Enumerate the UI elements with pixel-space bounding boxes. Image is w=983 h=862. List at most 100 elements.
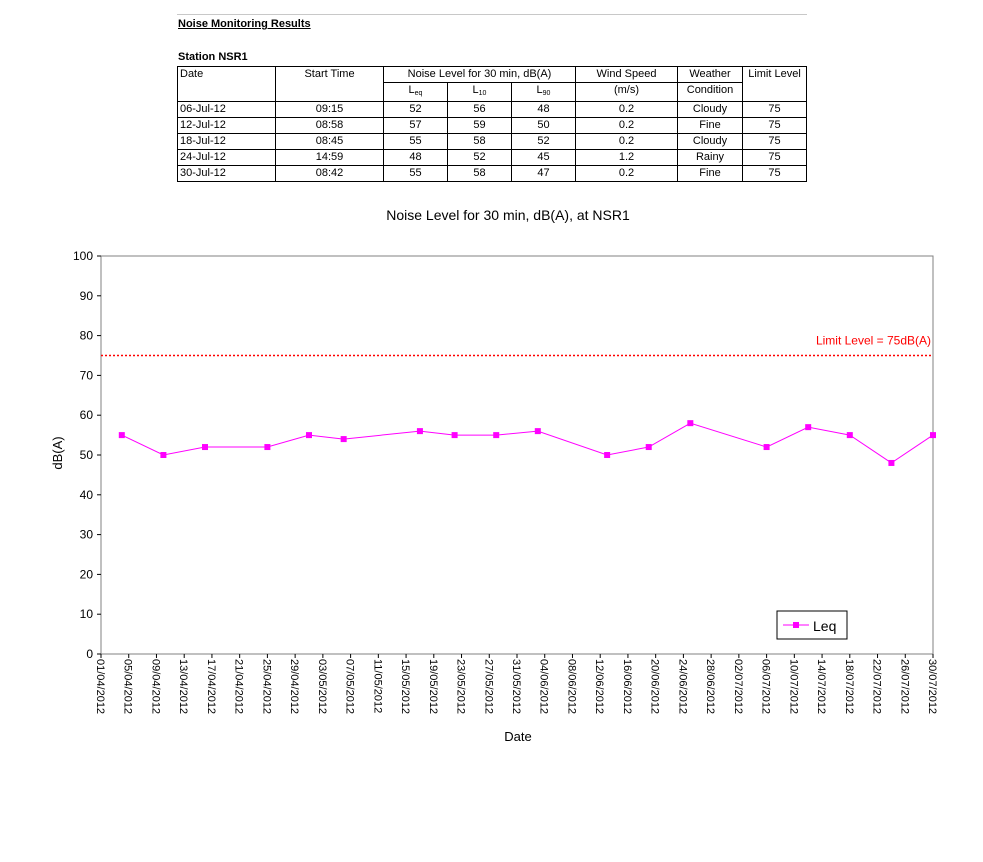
x-axis-label: Date xyxy=(504,729,531,744)
header-leq: Leq xyxy=(383,82,448,102)
data-point-leq xyxy=(805,424,812,431)
x-tick-label: 01/04/2012 xyxy=(94,659,106,714)
y-tick-label: 50 xyxy=(80,448,94,462)
cell-l10: 58 xyxy=(447,133,512,150)
x-tick-label: 22/07/2012 xyxy=(871,659,883,714)
cell-leq: 55 xyxy=(383,133,448,150)
data-point-leq xyxy=(763,444,770,451)
x-tick-label: 15/05/2012 xyxy=(399,659,411,714)
x-tick-label: 19/05/2012 xyxy=(427,659,439,714)
data-point-leq xyxy=(202,444,208,451)
x-tick-label: 14/07/2012 xyxy=(815,659,827,714)
cell-wind-speed: 1.2 xyxy=(575,149,678,166)
header-l90: L90 xyxy=(511,82,576,102)
x-tick-label: 06/07/2012 xyxy=(760,659,772,714)
cell-limit: 75 xyxy=(742,165,807,182)
cell-leq: 48 xyxy=(383,149,448,166)
x-tick-label: 28/06/2012 xyxy=(704,659,716,714)
table-row: 30-Jul-12 08:42 55 58 47 0.2 Fine 75 xyxy=(177,165,807,182)
x-tick-label: 20/06/2012 xyxy=(649,659,661,714)
cell-wind-speed: 0.2 xyxy=(575,117,678,134)
y-tick-label: 30 xyxy=(80,528,94,542)
cell-limit: 75 xyxy=(742,117,807,134)
x-tick-label: 03/05/2012 xyxy=(316,659,328,714)
chart-title: Noise Level for 30 min, dB(A), at NSR1 xyxy=(386,207,630,223)
plot-area xyxy=(100,255,934,655)
y-tick-label: 20 xyxy=(80,567,94,581)
table-row: 06-Jul-12 09:15 52 56 48 0.2 Cloudy 75 xyxy=(177,101,807,118)
x-tick-label: 02/07/2012 xyxy=(732,659,744,714)
cell-l90: 48 xyxy=(511,101,576,118)
header-start-time: Start Time xyxy=(275,66,384,102)
cell-wind-speed: 0.2 xyxy=(575,133,678,150)
x-tick-label: 17/04/2012 xyxy=(205,659,217,714)
cell-l90: 50 xyxy=(511,117,576,134)
y-tick-label: 90 xyxy=(80,289,94,303)
cell-date: 24-Jul-12 xyxy=(177,149,276,166)
y-tick-label: 40 xyxy=(80,488,94,502)
y-tick-label: 100 xyxy=(73,249,93,263)
data-point-leq xyxy=(645,444,652,451)
x-tick-label: 21/04/2012 xyxy=(233,659,245,714)
data-point-leq xyxy=(416,428,423,435)
data-point-leq xyxy=(534,428,541,435)
cell-start-time: 08:42 xyxy=(275,165,384,182)
data-point-leq xyxy=(930,432,936,439)
x-tick-label: 23/05/2012 xyxy=(455,659,467,714)
table-row: 24-Jul-12 14:59 48 52 45 1.2 Rainy 75 xyxy=(177,149,807,166)
cell-wind-speed: 0.2 xyxy=(575,165,678,182)
header-date: Date xyxy=(177,66,276,102)
cell-date: 06-Jul-12 xyxy=(177,101,276,118)
results-table: Date Start Time Noise Level for 30 min, … xyxy=(177,66,807,182)
x-tick-label: 26/07/2012 xyxy=(898,659,910,714)
data-point-leq xyxy=(306,432,312,439)
header-limit-level: Limit Level xyxy=(742,66,807,102)
data-point-leq xyxy=(340,436,347,443)
noise-level-chart: Noise Level for 30 min, dB(A), at NSR1 0… xyxy=(50,207,938,744)
x-tick-label: 31/05/2012 xyxy=(510,659,522,714)
x-tick-label: 29/04/2012 xyxy=(288,659,300,714)
cell-start-time: 08:58 xyxy=(275,117,384,134)
title-divider xyxy=(177,14,807,15)
station-title: Station NSR1 xyxy=(178,51,248,63)
data-point-leq xyxy=(451,432,458,439)
cell-limit: 75 xyxy=(742,101,807,118)
table-row: 18-Jul-12 08:45 55 58 52 0.2 Cloudy 75 xyxy=(177,133,807,150)
cell-leq: 57 xyxy=(383,117,448,134)
cell-weather: Cloudy xyxy=(677,101,743,118)
y-tick-label: 10 xyxy=(80,607,94,621)
x-tick-label: 30/07/2012 xyxy=(926,659,938,714)
header-weather: Weather xyxy=(677,66,743,83)
cell-l90: 47 xyxy=(511,165,576,182)
data-point-leq xyxy=(846,432,853,439)
data-point-leq xyxy=(493,432,500,439)
cell-leq: 55 xyxy=(383,165,448,182)
cell-start-time: 09:15 xyxy=(275,101,384,118)
limit-level-label: Limit Level = 75dB(A) xyxy=(816,334,931,348)
cell-date: 18-Jul-12 xyxy=(177,133,276,150)
x-tick-label: 13/04/2012 xyxy=(177,659,189,714)
data-point-leq xyxy=(118,432,125,439)
header-weather-condition: Condition xyxy=(677,82,743,102)
cell-weather: Fine xyxy=(677,165,743,182)
legend-box xyxy=(776,610,848,640)
cell-weather: Cloudy xyxy=(677,133,743,150)
cell-l10: 59 xyxy=(447,117,512,134)
cell-leq: 52 xyxy=(383,101,448,118)
cell-wind-speed: 0.2 xyxy=(575,101,678,118)
cell-start-time: 08:45 xyxy=(275,133,384,150)
cell-date: 30-Jul-12 xyxy=(177,165,276,182)
cell-start-time: 14:59 xyxy=(275,149,384,166)
cell-weather: Fine xyxy=(677,117,743,134)
x-tick-label: 04/06/2012 xyxy=(538,659,550,714)
cell-limit: 75 xyxy=(742,133,807,150)
series-line-leq xyxy=(121,422,934,464)
cell-l10: 52 xyxy=(447,149,512,166)
x-tick-label: 24/06/2012 xyxy=(676,659,688,714)
y-tick-label: 70 xyxy=(80,368,94,382)
data-point-leq xyxy=(687,420,694,427)
x-tick-label: 07/05/2012 xyxy=(344,659,356,714)
y-tick-label: 0 xyxy=(86,647,93,661)
legend-marker xyxy=(793,622,799,628)
results-table-section: Noise Monitoring Results Station NSR1 Da… xyxy=(177,14,807,182)
